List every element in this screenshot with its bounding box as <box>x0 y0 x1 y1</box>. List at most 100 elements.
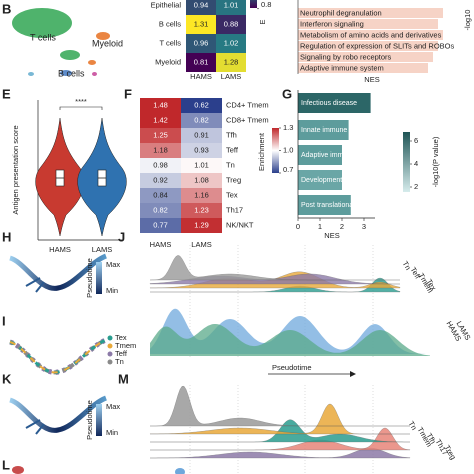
heatmap-cell <box>140 188 181 203</box>
bar-label: Neutrophil degranulation <box>300 8 382 17</box>
cells <box>12 466 24 474</box>
legend-label: Tmem <box>115 341 136 350</box>
heatmap-cell <box>140 128 181 143</box>
colorbar-tick-label: 1.3 <box>283 123 293 132</box>
cell-label: 0.62 <box>194 100 209 109</box>
cluster-label: Myeloid <box>92 38 123 48</box>
panel-letter: I <box>2 313 6 328</box>
row-label: Tex <box>226 190 238 199</box>
panel-letter: G <box>282 86 292 101</box>
bar <box>298 195 351 215</box>
bar <box>298 120 349 140</box>
panel-letter: K <box>2 371 12 386</box>
row-label: CD8+ Tmem <box>226 115 269 124</box>
row-label: B cells <box>159 19 181 28</box>
bar <box>298 145 342 165</box>
cell-label: 1.01 <box>224 0 239 9</box>
colorbar-tick-label: 1.0 <box>283 145 293 154</box>
legend-label: Tn <box>115 357 124 366</box>
x-tick-label: 2 <box>340 222 344 231</box>
trajectory <box>9 339 107 374</box>
heatmap-cell <box>181 188 222 203</box>
cell-label: 0.93 <box>194 145 209 154</box>
x-axis-label: NES <box>324 231 339 240</box>
ridge <box>150 324 430 356</box>
heatmap-cell <box>140 158 181 173</box>
cell-label: 1.31 <box>194 19 209 28</box>
colorbar-tick-label: 6 <box>414 136 418 145</box>
cluster-label: T cells <box>30 32 56 42</box>
cluster <box>28 72 34 76</box>
ridge <box>149 403 410 435</box>
bar-label: Post translational protein modification <box>301 202 417 209</box>
colorbar-tick-label: Min <box>106 428 118 437</box>
cell-label: 1.29 <box>194 220 209 229</box>
heatmap-cell <box>181 173 222 188</box>
trajectory <box>9 338 107 375</box>
heatmap-cell <box>216 34 246 53</box>
legend-label: Tex <box>115 333 127 342</box>
colorbar-tick-label: Min <box>106 286 118 295</box>
legend-label: Teff <box>115 349 128 358</box>
row-label: T cells <box>159 38 181 47</box>
bar-label: Metabolism of amino acids and derivative… <box>300 30 442 39</box>
x-axis-label: Pseudotime <box>272 363 312 372</box>
cell-label: 0.96 <box>194 38 209 47</box>
bar <box>298 30 443 40</box>
heatmap-cell <box>216 0 246 15</box>
cell-label: 1.02 <box>224 38 239 47</box>
bar-label: Developmental biology <box>301 177 372 184</box>
heatmap-cell <box>181 98 222 113</box>
panel-letter: J <box>118 229 125 244</box>
bar-label: Interferon signaling <box>300 19 364 28</box>
cell-label: 1.08 <box>194 175 209 184</box>
cell-label: 1.18 <box>153 145 168 154</box>
x-tick-label: HAMS <box>49 245 71 254</box>
bar <box>298 63 428 73</box>
column-label: LAMS <box>221 72 241 81</box>
cell-label: 1.16 <box>194 190 209 199</box>
row-label: Th17 <box>226 205 243 214</box>
colorbar-tick-label: 2 <box>414 182 418 191</box>
cluster <box>96 32 110 40</box>
bar <box>298 19 438 29</box>
heatmap-cell <box>216 53 246 72</box>
cluster <box>12 8 72 38</box>
cell-label: 0.82 <box>194 115 209 124</box>
bar <box>298 52 433 62</box>
cell-label: 1.23 <box>194 205 209 214</box>
cluster-label: B cells <box>58 68 85 78</box>
panel-letter: L <box>2 457 10 472</box>
heatmap-cell <box>140 218 181 233</box>
trajectory <box>9 338 107 374</box>
colorbar <box>96 262 102 294</box>
panel-letter: H <box>2 229 11 244</box>
heatmap-cell <box>140 173 181 188</box>
row-label: NK/NKT <box>226 220 254 229</box>
x-tick-label: 3 <box>362 222 366 231</box>
colorbar-label: Enrichment <box>257 132 266 171</box>
legend-marker <box>107 343 113 349</box>
colorbar <box>272 128 279 173</box>
colorbar <box>250 0 257 8</box>
heatmap-cell <box>140 98 181 113</box>
bar-label: Regulation of expression of SLITs and RO… <box>300 41 454 50</box>
cluster <box>88 60 96 65</box>
cell-label: 0.88 <box>224 19 239 28</box>
colorbar-tick-label: 0.7 <box>283 165 293 174</box>
ridge <box>150 419 410 443</box>
ridge-label: Tn <box>407 419 419 431</box>
colorbar-label: E <box>258 19 267 24</box>
ridge <box>150 386 410 427</box>
trajectory <box>9 337 108 375</box>
arrow-head <box>350 371 356 377</box>
ridge <box>150 277 401 293</box>
bar-label: Innate immune system <box>301 127 372 134</box>
column-label: LAMS <box>191 240 211 249</box>
cell-label: 0.84 <box>153 190 168 199</box>
trajectory <box>9 253 108 291</box>
colorbar-label: -log10(P value) <box>431 136 440 187</box>
cell-label: 0.81 <box>194 57 209 66</box>
row-label: Epithelial <box>151 0 182 9</box>
